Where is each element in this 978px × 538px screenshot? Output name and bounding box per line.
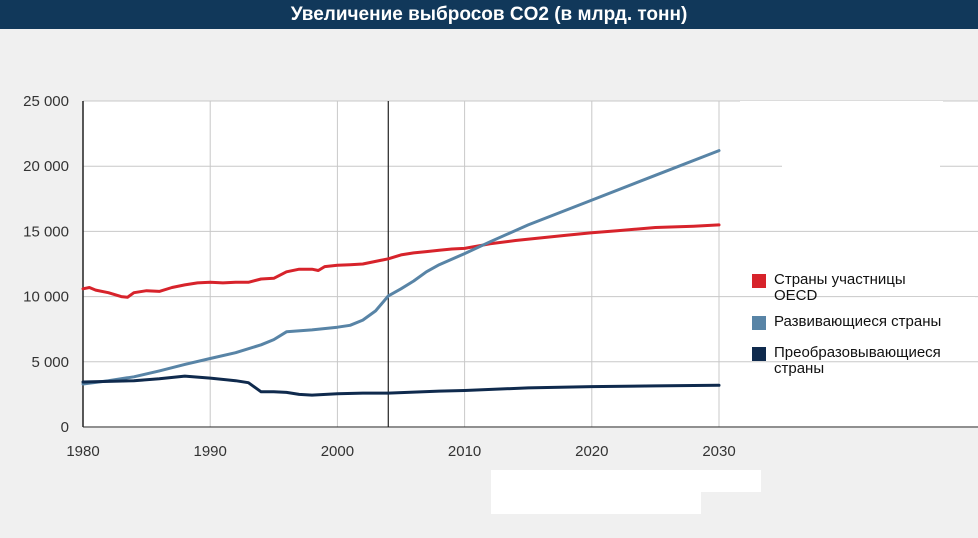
blank-box bbox=[740, 101, 943, 124]
y-tick-label: 15 000 bbox=[23, 223, 69, 240]
series-lines bbox=[81, 149, 721, 397]
x-tick-label: 1990 bbox=[194, 443, 227, 460]
legend-item-oecd: Страны участницы OECD bbox=[752, 272, 952, 304]
legend-item-developing: Развивающиеся страны bbox=[752, 314, 941, 330]
blank-box bbox=[491, 470, 761, 492]
series-line-2 bbox=[81, 374, 721, 397]
x-tick-label: 2000 bbox=[321, 443, 354, 460]
y-tick-label: 0 bbox=[61, 419, 69, 436]
legend-item-transition: Преобразовывающиеся страны bbox=[752, 345, 974, 377]
blank-box bbox=[880, 297, 975, 325]
y-tick-label: 20 000 bbox=[23, 158, 69, 175]
axes bbox=[82, 101, 978, 428]
series-line-1 bbox=[81, 149, 721, 386]
legend-swatch-transition bbox=[752, 347, 766, 361]
tick-labels: 0 5 000 10 000 15 000 20 000 25 000 1980 1990 20… bbox=[23, 93, 736, 460]
y-tick-label: 5 000 bbox=[31, 354, 69, 371]
blank-box bbox=[491, 490, 701, 514]
x-tick-label: 2010 bbox=[448, 443, 481, 460]
y-tick-label: 10 000 bbox=[23, 289, 69, 306]
chart-title: Увеличение выбросов CO2 (в млрд. тонн) bbox=[0, 0, 978, 29]
legend-label-developing: Развивающиеся страны bbox=[774, 313, 942, 330]
legend-swatch-developing bbox=[752, 316, 766, 330]
legend-swatch-oecd bbox=[752, 274, 766, 288]
series-line-0 bbox=[81, 223, 721, 299]
blank-box bbox=[773, 168, 936, 184]
legend-label-transition: Преобразовывающиеся страны bbox=[774, 344, 941, 377]
y-tick-label: 25 000 bbox=[23, 93, 69, 110]
blank-box bbox=[782, 124, 940, 170]
x-tick-label: 1980 bbox=[66, 443, 99, 460]
legend-label-oecd: Страны участницы OECD bbox=[774, 271, 906, 304]
x-tick-label: 2030 bbox=[702, 443, 735, 460]
x-tick-label: 2020 bbox=[575, 443, 608, 460]
